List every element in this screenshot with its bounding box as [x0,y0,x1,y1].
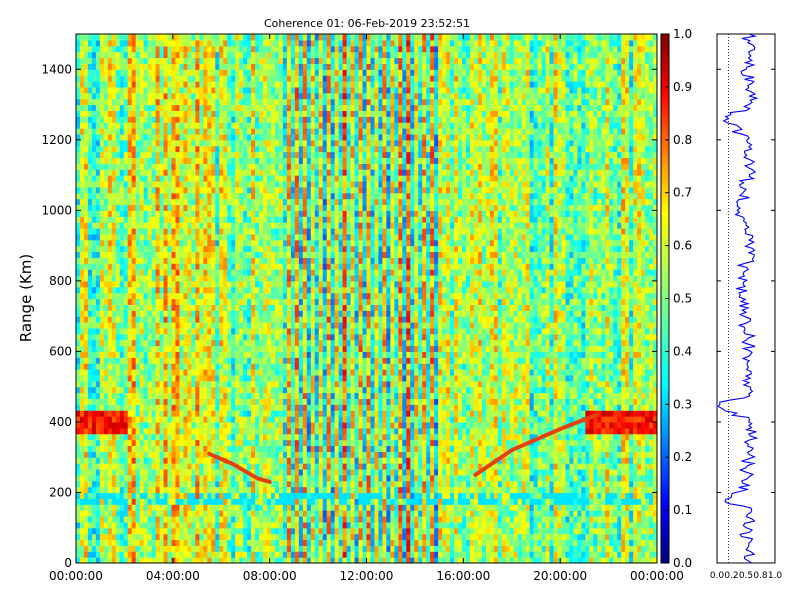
y-tick-label: 0 [64,556,72,570]
x-tick-label: 08:00:00 [243,569,297,583]
colorbar-tick-label: 0.8 [673,133,692,147]
x-tick-label: 12:00:00 [340,569,394,583]
colorbar-tick-label: 0.0 [673,556,692,570]
x-tick-label: 20:00:00 [533,569,587,583]
side-x-tick-label: 0.2 [724,571,738,581]
colorbar-tick-label: 0.7 [673,186,692,200]
side-x-tick-label: 0.8 [753,571,768,581]
x-tick-label: 16:00:00 [436,569,490,583]
y-axis-label: Range (Km) [17,254,35,342]
colorbar-tick-label: 0.5 [673,292,692,306]
colorbar-tick-label: 0.1 [673,503,692,517]
side-x-tick-label: 1.0 [768,571,783,581]
colorbar-tick-label: 0.3 [673,397,692,411]
heatmap-traces [207,412,599,484]
y-tick-label: 800 [49,274,72,288]
y-tick-label: 1000 [41,203,72,217]
colorbar-tick-label: 1.0 [673,27,692,41]
side-coherence-line [717,33,759,564]
y-tick-label: 400 [49,415,72,429]
descending-trace [207,451,272,484]
main-y-axis: 0 200 400 600 800 1000 1200 1400 [41,62,657,570]
chart-title: Coherence 01: 06-Feb-2019 23:52:51 [264,17,470,30]
y-tick-label: 200 [49,485,72,499]
x-tick-label: 00:00:00 [630,569,684,583]
main-x-axis: 00:00:00 04:00:00 08:00:00 12:00:00 16:00:00… [49,34,684,583]
y-tick-label: 1400 [41,62,72,76]
y-tick-label: 1200 [41,133,72,147]
colorbar-tick-label: 0.4 [673,344,692,358]
colorbar-axis: 0.0 0.1 0.2 0.3 0.4 0.5 0.6 0.7 0.8 0.9 1.0 [665,27,692,570]
side-x-tick-label: 0.5 [739,571,753,581]
heatmap-image [76,34,657,563]
x-tick-label: 04:00:00 [146,569,200,583]
ascending-trace [473,412,599,477]
side-plot-frame [716,33,776,564]
y-tick-label: 600 [49,344,72,358]
side-axis: 0.0 0.2 0.5 0.8 1.0 [710,68,783,581]
colorbar-tick-label: 0.9 [673,80,692,94]
colorbar-tick-label: 0.2 [673,450,692,464]
x-tick-label: 00:00:00 [49,569,103,583]
colorbar-tick-label: 0.6 [673,239,692,253]
side-x-tick-label: 0.0 [710,571,725,581]
